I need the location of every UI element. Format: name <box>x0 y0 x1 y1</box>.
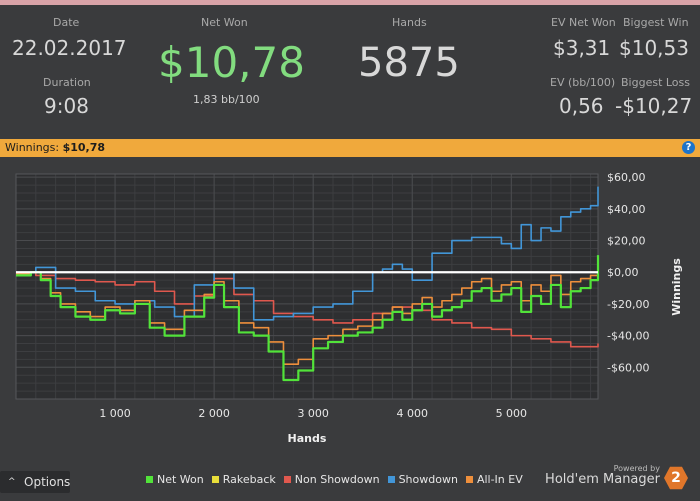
winnings-banner: Winnings: $10,78 ? <box>0 139 700 157</box>
window-top-strip <box>0 0 700 5</box>
legend-label: Net Won <box>157 473 204 486</box>
legend-swatch <box>283 475 291 483</box>
y-tick-label: -$20,00 <box>607 298 649 311</box>
biggest-win-value: $10,53 <box>619 36 689 60</box>
winnings-value: $10,78 <box>62 141 106 154</box>
y-tick-label: $0,00 <box>607 266 639 279</box>
y-tick-label: $40,00 <box>607 203 646 216</box>
winnings-chart: $60,00 $40,00 $20,00 $0,00 -$20,00 -$40,00 -$6… <box>0 157 700 470</box>
legend-label: All-In EV <box>476 473 523 486</box>
legend-swatch <box>146 475 153 483</box>
ev-net-won-label: EV Net Won <box>551 16 616 29</box>
options-label: Options <box>24 475 71 489</box>
date-label: Date <box>53 16 80 29</box>
help-icon[interactable]: ? <box>682 141 695 154</box>
x-axis-label: Hands <box>288 432 327 445</box>
options-button[interactable]: ^ Options <box>0 471 70 493</box>
y-tick-label: -$60,00 <box>607 361 649 374</box>
legend-item-rakeback[interactable]: Rakeback <box>211 473 276 486</box>
legend-swatch <box>211 475 219 483</box>
x-tick-label: 4 000 <box>397 407 429 420</box>
x-tick-label: 1 000 <box>99 407 131 420</box>
x-tick-label: 2 000 <box>198 407 230 420</box>
bb-per-100-value: 1,83 bb/100 <box>193 93 260 106</box>
winnings-text: Winnings: $10,78 <box>5 141 105 154</box>
y-axis-label: Winnings <box>670 258 683 316</box>
chart-legend: Net Won Rakeback Non Showdown Showdown All-I… <box>146 473 531 486</box>
brand-name: Hold'em Manager <box>545 472 660 487</box>
brand-block: Powered by Hold'em Manager <box>545 464 660 487</box>
y-tick-label: -$40,00 <box>607 330 649 343</box>
y-tick-label: $20,00 <box>607 235 646 248</box>
legend-swatch <box>387 475 395 483</box>
legend-label: Rakeback <box>222 473 276 486</box>
ev-bb100-label: EV (bb/100) <box>550 76 616 89</box>
legend-label: Non Showdown <box>294 473 380 486</box>
legend-item-non-showdown[interactable]: Non Showdown <box>283 473 380 486</box>
powered-by-text: Powered by <box>613 464 660 473</box>
ev-bb100-value: 0,56 <box>559 94 604 118</box>
plot-border <box>15 173 599 400</box>
legend-item-net-won[interactable]: Net Won <box>146 473 204 486</box>
chevron-up-icon: ^ <box>8 477 16 487</box>
series-line-net-won <box>16 255 600 382</box>
date-value: 22.02.2017 <box>12 36 127 60</box>
legend-label: Showdown <box>398 473 458 486</box>
y-tick-label: $60,00 <box>607 171 646 184</box>
x-tick-label: 3 000 <box>297 407 329 420</box>
biggest-loss-label: Biggest Loss <box>621 76 691 89</box>
legend-item-all-in-ev[interactable]: All-In EV <box>465 473 523 486</box>
duration-value: 9:08 <box>44 94 89 118</box>
biggest-win-label: Biggest Win <box>623 16 689 29</box>
stats-panel: Date 22.02.2017 Duration 9:08 Net Won $1… <box>0 5 700 138</box>
legend-item-showdown[interactable]: Showdown <box>387 473 458 486</box>
x-tick-label: 5 000 <box>496 407 528 420</box>
net-won-value: $10,78 <box>158 38 305 87</box>
hands-value: 5875 <box>358 40 460 86</box>
plot-area <box>16 174 598 399</box>
duration-label: Duration <box>43 76 91 89</box>
series-line-non-showdown <box>16 271 599 348</box>
holdem-manager-logo: 2 <box>664 466 688 490</box>
winnings-chart-svg: $60,00 $40,00 $20,00 $0,00 -$20,00 -$40,00 -$6… <box>15 171 683 445</box>
hands-label: Hands <box>392 16 427 29</box>
legend-swatch <box>465 475 473 483</box>
biggest-loss-value: -$10,27 <box>615 94 693 118</box>
ev-net-won-value: $3,31 <box>553 36 611 60</box>
net-won-label: Net Won <box>201 16 248 29</box>
winnings-label: Winnings: <box>5 141 60 154</box>
footer-bar: ^ Options Net Won Rakeback Non Showdown Sho… <box>0 464 700 501</box>
